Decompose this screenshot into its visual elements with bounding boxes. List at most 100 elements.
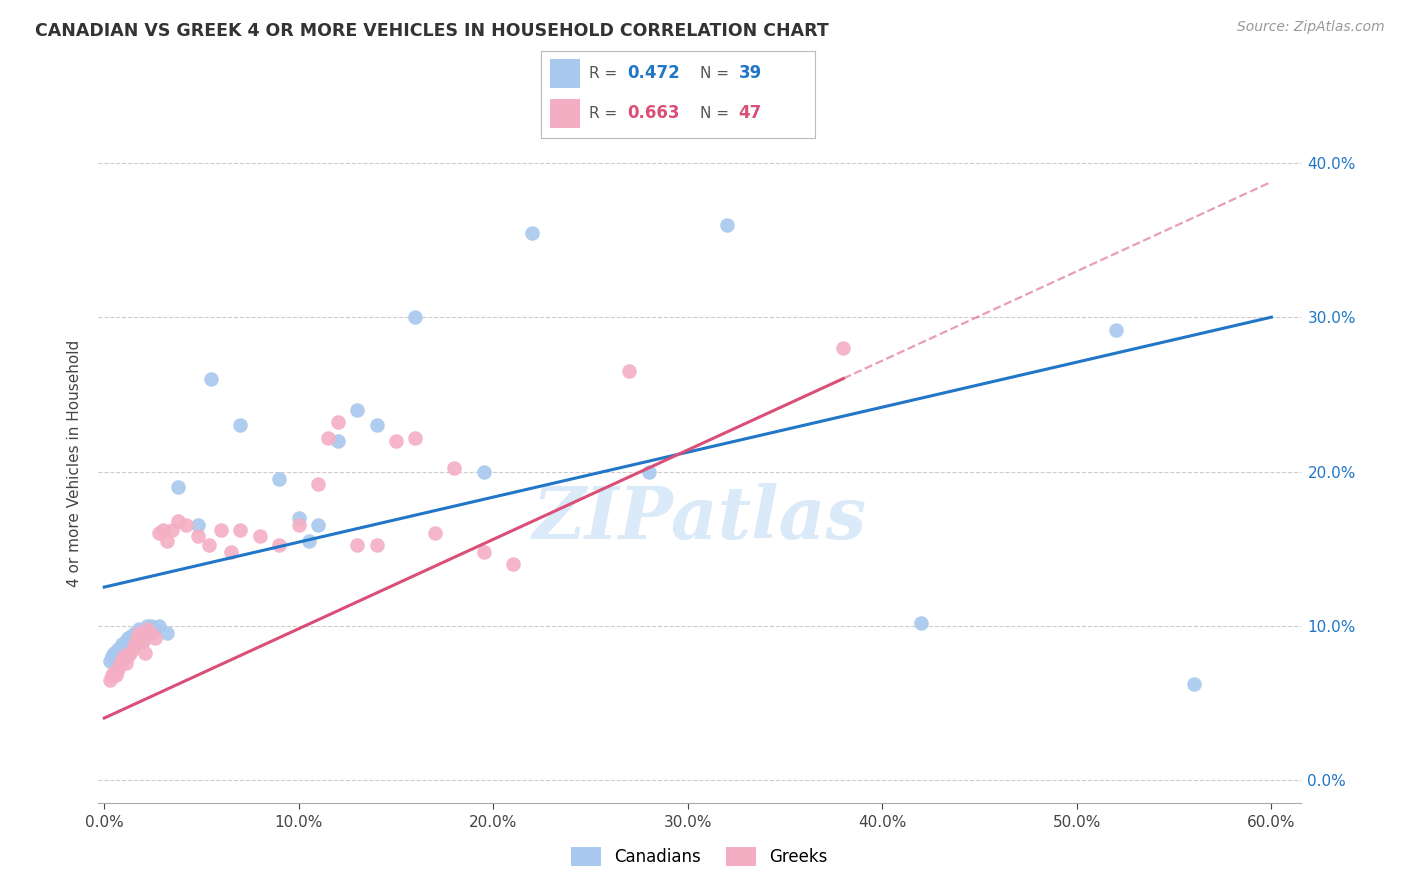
Bar	[550, 99, 579, 128]
Point	[155, 626, 177, 640]
Legend: Canadians, Greeks: Canadians, Greeks	[564, 840, 835, 872]
Point	[132, 634, 155, 648]
Text: N =: N =	[700, 106, 734, 120]
Point	[326, 434, 349, 448]
Point	[114, 634, 136, 648]
Point	[472, 465, 495, 479]
Point	[219, 544, 242, 558]
Point	[117, 649, 139, 664]
Point	[443, 461, 465, 475]
Point	[114, 656, 136, 670]
Point	[143, 631, 166, 645]
Text: ZIPatlas: ZIPatlas	[533, 483, 866, 554]
Point	[288, 510, 311, 524]
Point	[346, 539, 368, 553]
Point	[229, 523, 252, 537]
Point	[98, 673, 121, 687]
Bar	[550, 59, 579, 87]
Point	[187, 529, 209, 543]
Point	[405, 431, 427, 445]
Point	[423, 526, 446, 541]
Point	[124, 626, 146, 640]
Point	[128, 622, 150, 636]
Point	[502, 557, 524, 571]
Point	[472, 544, 495, 558]
Point	[132, 634, 155, 648]
Point	[112, 641, 135, 656]
Point	[134, 646, 156, 660]
Point	[366, 539, 388, 553]
Point	[385, 434, 408, 448]
Point	[366, 418, 388, 433]
Point	[103, 665, 125, 679]
Point	[307, 518, 329, 533]
Point	[198, 539, 221, 553]
Point	[107, 662, 129, 676]
Point	[405, 310, 427, 325]
Text: 0.663: 0.663	[627, 104, 681, 122]
Point	[101, 668, 124, 682]
Point	[108, 645, 131, 659]
Text: R =: R =	[589, 106, 623, 120]
Point	[269, 539, 291, 553]
Point	[307, 476, 329, 491]
Point	[522, 226, 544, 240]
Point	[326, 415, 349, 429]
Point	[128, 626, 150, 640]
Point	[136, 618, 159, 632]
Point	[104, 649, 127, 664]
Point	[148, 618, 170, 632]
Point	[118, 646, 141, 660]
Point	[174, 518, 197, 533]
Point	[111, 637, 134, 651]
Point	[832, 341, 855, 355]
Point	[136, 622, 159, 636]
Point	[638, 465, 661, 479]
Point	[619, 364, 641, 378]
Point	[104, 668, 127, 682]
Point	[200, 372, 222, 386]
Point	[167, 480, 190, 494]
Point	[101, 649, 124, 664]
Point	[288, 518, 311, 533]
Point	[112, 649, 135, 664]
Point	[167, 514, 190, 528]
Point	[107, 641, 129, 656]
Point	[1105, 323, 1128, 337]
Point	[148, 526, 170, 541]
Point	[155, 533, 177, 548]
Point	[162, 523, 184, 537]
Point	[121, 629, 143, 643]
Text: 47: 47	[738, 104, 762, 122]
Text: 39: 39	[738, 64, 762, 82]
Text: N =: N =	[700, 66, 734, 80]
Text: 0.472: 0.472	[627, 64, 681, 82]
Y-axis label: 4 or more Vehicles in Household: 4 or more Vehicles in Household	[67, 340, 83, 588]
Point	[1182, 677, 1205, 691]
Point	[316, 431, 339, 445]
Point	[127, 631, 149, 645]
Point	[346, 403, 368, 417]
Point	[152, 523, 174, 537]
Point	[209, 523, 232, 537]
Point	[98, 654, 121, 668]
Point	[124, 637, 146, 651]
Text: CANADIAN VS GREEK 4 OR MORE VEHICLES IN HOUSEHOLD CORRELATION CHART: CANADIAN VS GREEK 4 OR MORE VEHICLES IN …	[35, 22, 830, 40]
Point	[229, 418, 252, 433]
Point	[143, 622, 166, 636]
Point	[187, 518, 209, 533]
Point	[139, 618, 162, 632]
Point	[118, 637, 141, 651]
Point	[249, 529, 271, 543]
Point	[297, 533, 319, 548]
Text: Source: ZipAtlas.com: Source: ZipAtlas.com	[1237, 20, 1385, 34]
Point	[716, 218, 738, 232]
Point	[111, 652, 134, 666]
Text: R =: R =	[589, 66, 623, 80]
Point	[269, 472, 291, 486]
Point	[108, 657, 131, 672]
Point	[139, 626, 162, 640]
Point	[122, 641, 145, 656]
Point	[103, 646, 125, 660]
Point	[117, 631, 139, 645]
